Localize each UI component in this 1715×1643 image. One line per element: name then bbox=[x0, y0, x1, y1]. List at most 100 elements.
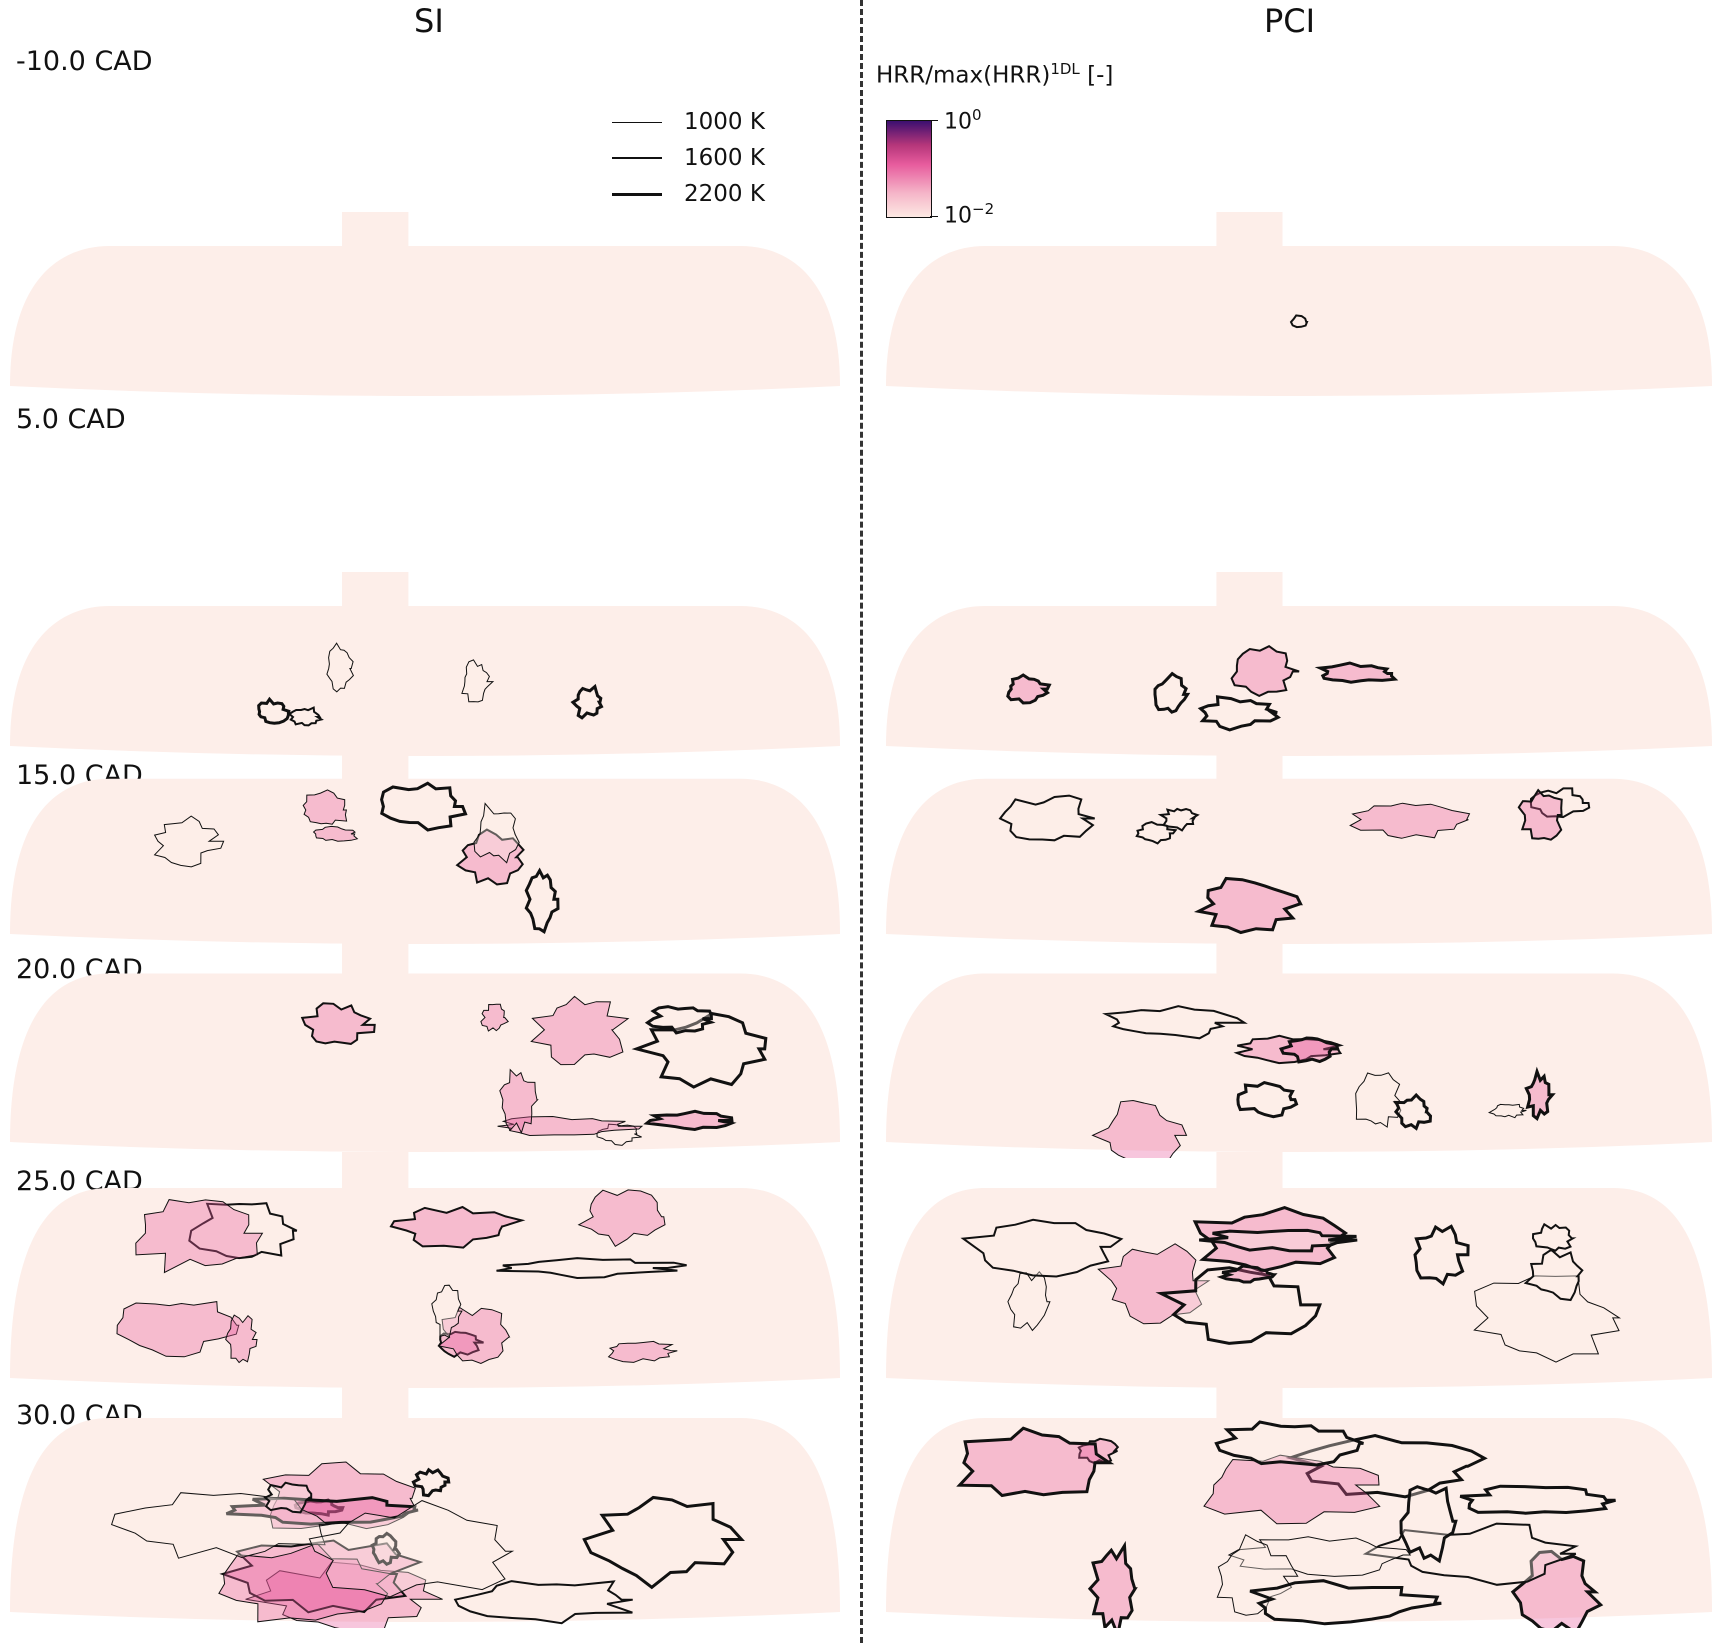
flame-contour bbox=[1523, 1248, 1584, 1302]
flame-contour bbox=[496, 1257, 687, 1280]
flame-contour bbox=[1355, 1072, 1402, 1128]
flame-contour bbox=[1249, 1579, 1442, 1626]
flame-contour bbox=[1531, 1222, 1577, 1252]
flame-contour bbox=[257, 696, 291, 725]
flame-contour bbox=[437, 1306, 511, 1365]
flame-contour bbox=[245, 1561, 443, 1628]
chamber-body bbox=[886, 606, 1712, 756]
injector-stub bbox=[342, 938, 409, 988]
chamber-panel-si-1 bbox=[10, 212, 840, 396]
flame-contour bbox=[1197, 695, 1281, 732]
column-title-si: SI bbox=[414, 2, 444, 40]
flame-contour bbox=[225, 1496, 419, 1526]
chamber-panel-pci-4 bbox=[886, 938, 1712, 1158]
chamber-body bbox=[886, 1418, 1712, 1622]
flame-contour bbox=[1473, 1275, 1622, 1363]
column-divider bbox=[860, 0, 863, 1643]
flame-contour bbox=[218, 1542, 392, 1623]
injector-stub bbox=[342, 212, 409, 260]
flame-contour bbox=[1227, 1536, 1412, 1577]
flame-contour bbox=[1193, 876, 1303, 935]
flame-contour bbox=[998, 794, 1095, 842]
legend-line-thin bbox=[612, 121, 662, 123]
flame-contour bbox=[1102, 1005, 1248, 1040]
chamber-body bbox=[10, 1418, 840, 1622]
cad-label-2: 5.0 CAD bbox=[16, 404, 126, 435]
colorbar-title: HRR/max(HRR)1DL [-] bbox=[876, 60, 1113, 89]
legend-label: 2200 K bbox=[684, 181, 765, 207]
colorbar-title-main: HRR/max(HRR) bbox=[876, 62, 1051, 89]
flame-contour bbox=[1362, 1522, 1580, 1586]
legend-entry-1600k: 1600 K bbox=[612, 140, 765, 176]
flame-contour bbox=[455, 828, 525, 886]
flame-contour bbox=[1199, 1228, 1358, 1253]
colorbar-tick-min bbox=[930, 216, 938, 217]
chamber-panel-si-6 bbox=[10, 1382, 840, 1628]
chamber-body bbox=[10, 246, 840, 396]
flame-contour bbox=[1236, 1081, 1299, 1119]
chamber-body bbox=[10, 778, 840, 944]
colorbar-max-label: 100 bbox=[944, 106, 982, 135]
flame-contour bbox=[380, 781, 468, 832]
flame-contour bbox=[530, 995, 630, 1066]
flame-contour bbox=[263, 1481, 313, 1514]
chamber-panel-pci-3 bbox=[886, 744, 1712, 944]
chamber-panel-si-4 bbox=[10, 938, 840, 1152]
flame-contour bbox=[1349, 802, 1471, 839]
chamber-body bbox=[886, 778, 1712, 944]
flame-contour bbox=[631, 1012, 768, 1089]
legend-label: 1000 K bbox=[684, 109, 765, 135]
isotherm-legend: 1000 K 1600 K 2200 K bbox=[612, 104, 765, 212]
chamber-panel-si-2 bbox=[10, 572, 840, 756]
flame-contour bbox=[370, 1531, 402, 1566]
flame-contour bbox=[1091, 1099, 1188, 1158]
flame-contour bbox=[1216, 1534, 1299, 1616]
flame-contour bbox=[1216, 1264, 1278, 1284]
colorbar-title-unit: [-] bbox=[1079, 62, 1114, 89]
flame-contour bbox=[497, 1115, 644, 1137]
flame-contour bbox=[1487, 1103, 1527, 1119]
colorbar-tick-max bbox=[930, 120, 938, 121]
injector-stub bbox=[342, 1382, 409, 1432]
flame-contour bbox=[1510, 1549, 1604, 1628]
injector-stub bbox=[1216, 744, 1283, 793]
flame-contour bbox=[577, 1189, 666, 1247]
flame-contour bbox=[287, 706, 324, 727]
flame-contour bbox=[1203, 1454, 1381, 1525]
chamber-panel-si-5 bbox=[10, 1152, 840, 1388]
flame-contour bbox=[499, 1068, 539, 1135]
flame-contour bbox=[188, 1202, 298, 1260]
flame-contour bbox=[1413, 1224, 1470, 1287]
flame-contour bbox=[1155, 1266, 1322, 1345]
flame-contour bbox=[480, 1003, 509, 1032]
flame-contour bbox=[437, 1330, 484, 1358]
flame-contour bbox=[956, 1426, 1115, 1498]
flame-contour bbox=[473, 802, 520, 864]
chamber-body bbox=[10, 973, 840, 1152]
flame-contour bbox=[1214, 1420, 1364, 1467]
flame-contour bbox=[1524, 1066, 1556, 1122]
chamber-panel-pci-1 bbox=[886, 212, 1712, 396]
injector-stub bbox=[342, 1152, 409, 1202]
flame-contour bbox=[1007, 1271, 1051, 1332]
injector-stub bbox=[1216, 938, 1283, 988]
flame-contour bbox=[1087, 1540, 1138, 1628]
injector-stub bbox=[1216, 1152, 1283, 1202]
flame-contour bbox=[1153, 671, 1191, 714]
flame-contour bbox=[1289, 314, 1309, 329]
column-title-pci: PCI bbox=[1264, 2, 1316, 40]
chamber-body bbox=[10, 606, 840, 756]
legend-line-thick bbox=[612, 192, 662, 196]
chamber-panel-pci-5 bbox=[886, 1152, 1712, 1388]
flame-contour bbox=[389, 1205, 526, 1249]
legend-line-medium bbox=[612, 157, 662, 159]
chamber-panel-pci-6 bbox=[886, 1382, 1712, 1628]
flame-contour bbox=[461, 659, 495, 703]
injector-stub bbox=[342, 744, 409, 793]
flame-contour bbox=[411, 1467, 451, 1498]
flame-contour bbox=[153, 815, 225, 868]
flame-contour bbox=[1459, 1484, 1616, 1515]
flame-contour bbox=[1517, 788, 1563, 841]
cad-label-1: -10.0 CAD bbox=[16, 46, 153, 77]
legend-label: 1600 K bbox=[684, 145, 765, 171]
